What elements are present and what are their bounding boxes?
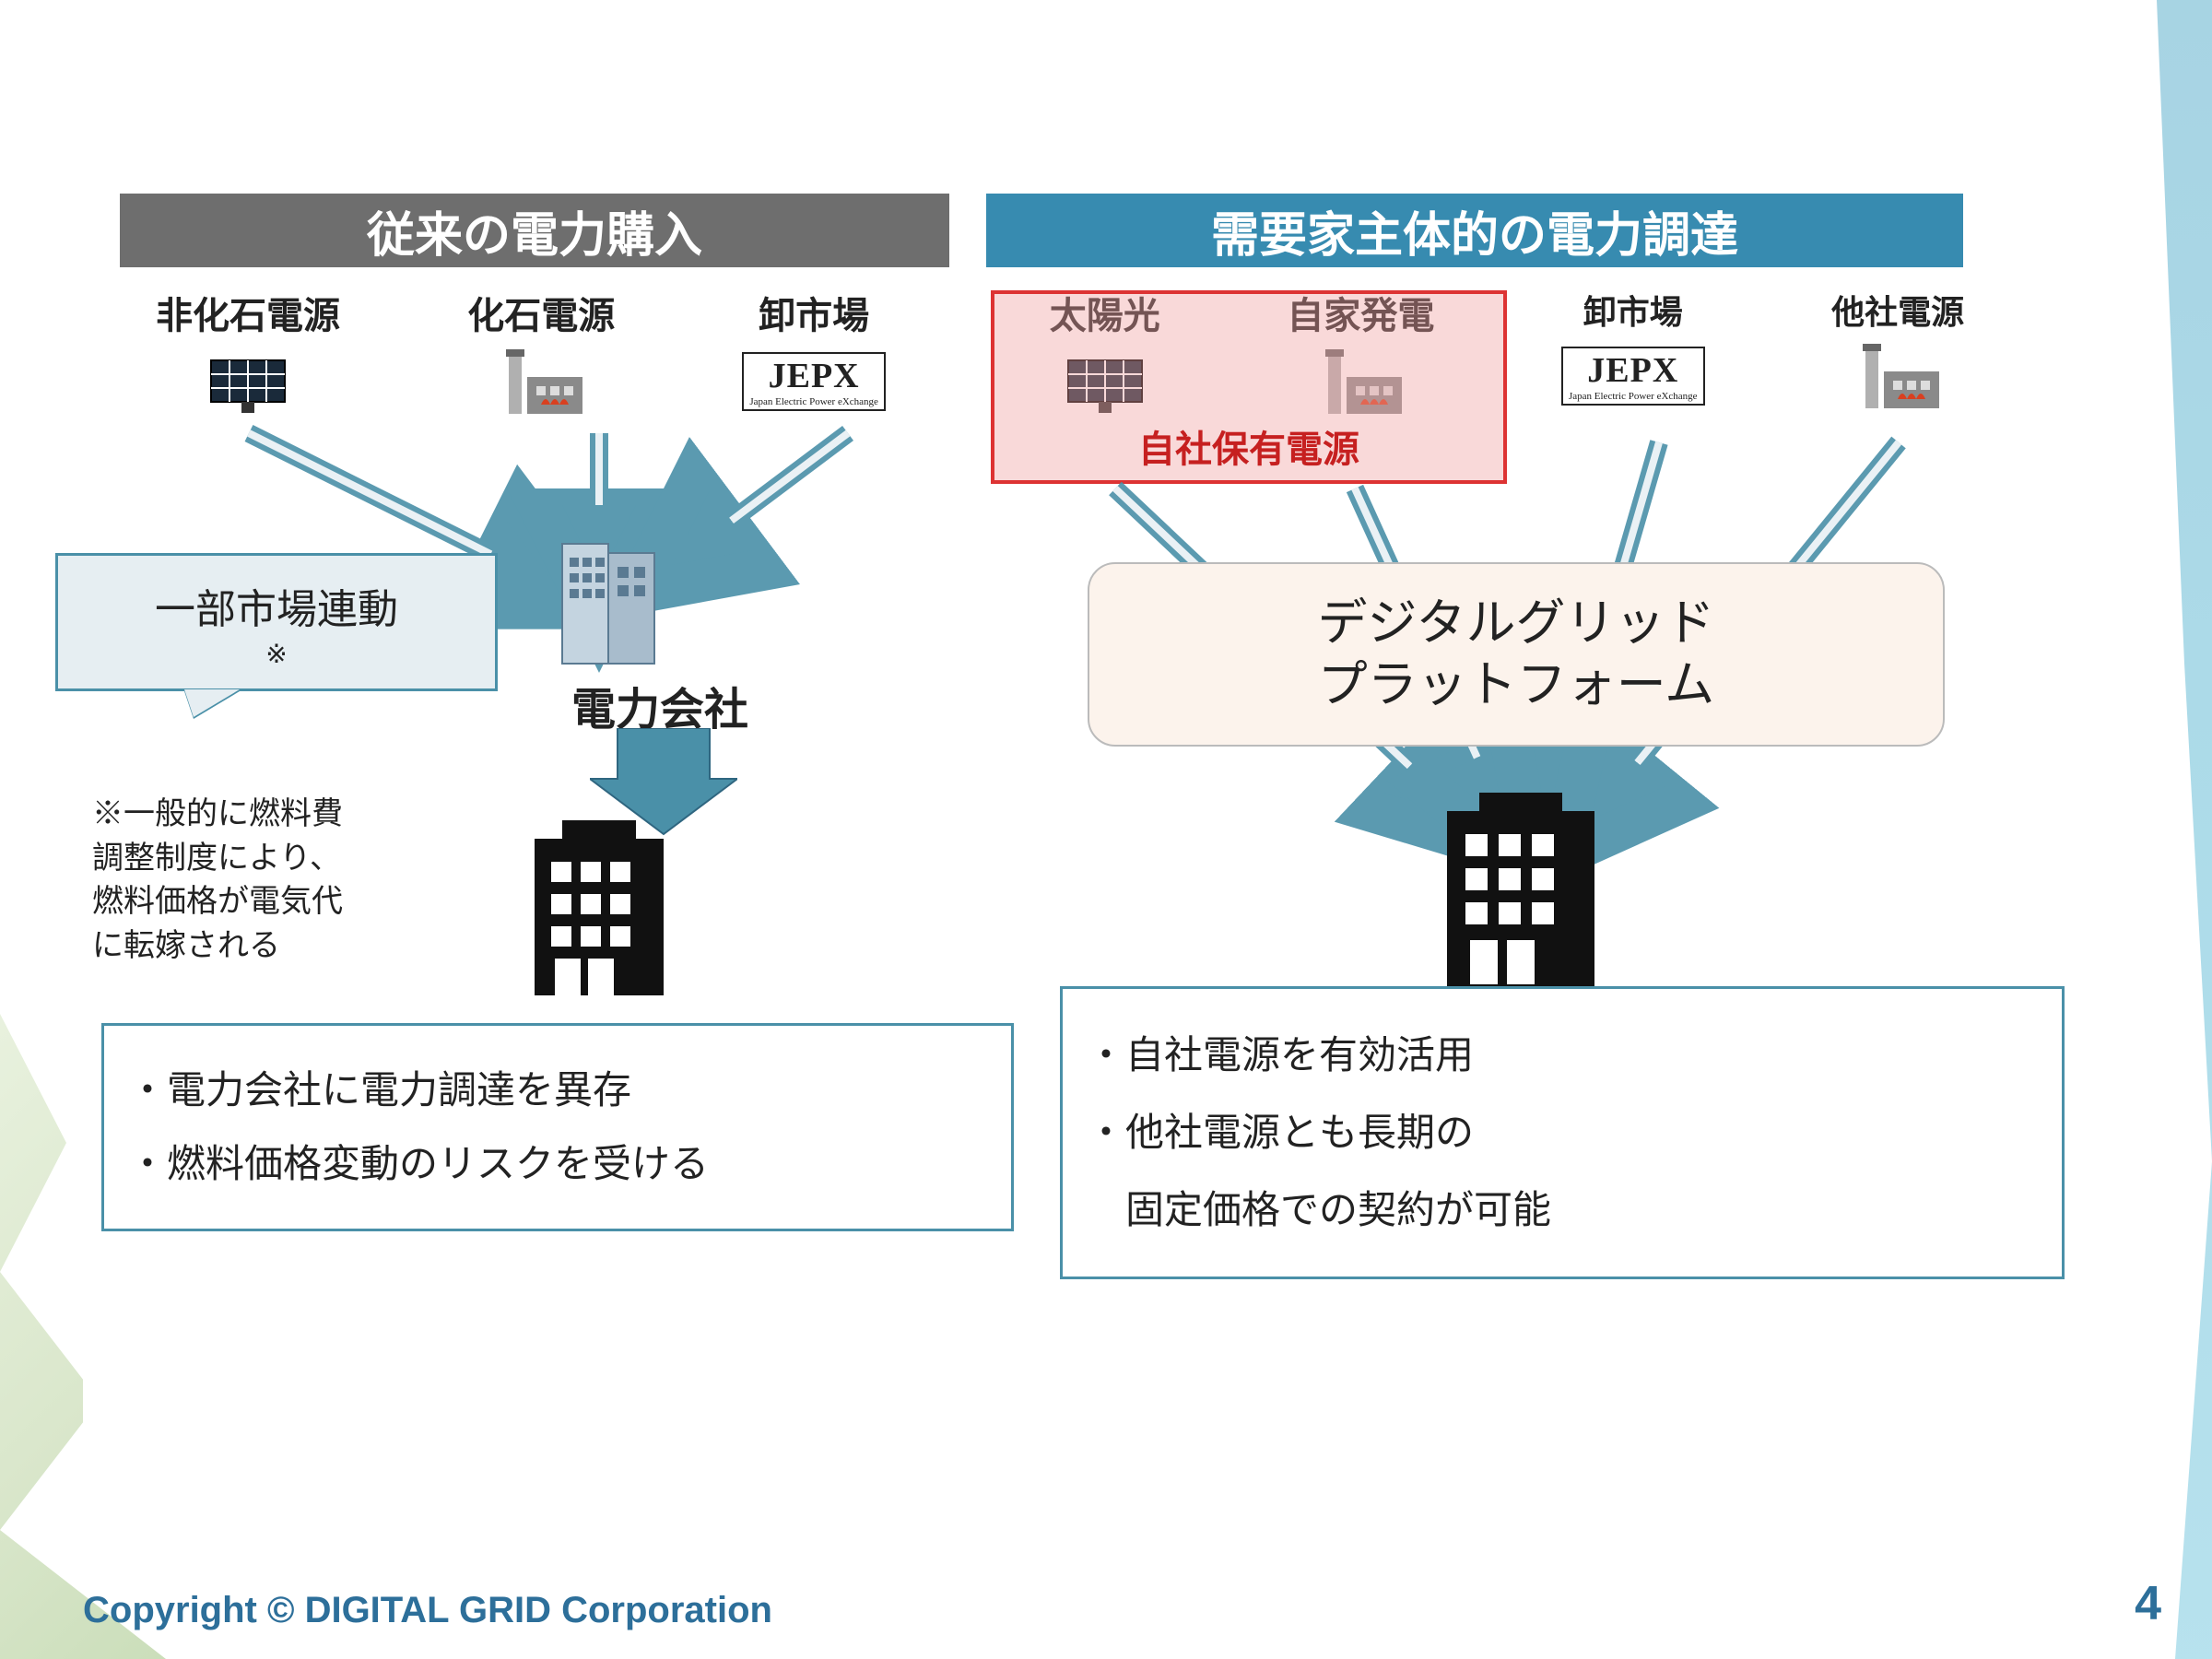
power-plant-icon — [1310, 345, 1411, 418]
left-sources-row: 非化石電源 化石電源 卸市場 JEPXJapan Electric Power … — [92, 286, 949, 442]
page-number: 4 — [2135, 1576, 2161, 1631]
source-label: 非化石電源 — [156, 286, 340, 339]
footnote-line: 燃料価格が電気代 — [92, 880, 461, 924]
footnote-line: に転嫁される — [92, 924, 461, 969]
platform-line: デジタルグリッド — [1318, 593, 1715, 655]
callout-text: 一部市場連動 — [155, 576, 398, 635]
bullet-line: 固定価格での契約が可能 — [1087, 1171, 2038, 1249]
bullet-line: ・燃料価格変動のリスクを受ける — [128, 1127, 987, 1201]
consumer-building-icon-right — [1419, 783, 1622, 1000]
source-solar: 太陽光 — [1050, 286, 1160, 418]
footnote: ※一般的に燃料費 調整制度により、 燃料価格が電気代 に転嫁される — [92, 793, 461, 968]
copyright-footer: Copyright © DIGITAL GRID Corporation — [83, 1590, 772, 1631]
footnote-line: ※一般的に燃料費 — [92, 793, 461, 837]
right-bullets-box: ・自社電源を有効活用 ・他社電源とも長期の 固定価格での契約が可能 — [1060, 986, 2065, 1279]
source-other: 他社電源 — [1831, 286, 1964, 413]
callout-tail — [184, 689, 240, 717]
power-plant-icon — [1847, 339, 1948, 413]
header-right: 需要家主体的の電力調達 — [986, 194, 1963, 267]
left-bullets-box: ・電力会社に電力調達を異存 ・燃料価格変動のリスクを受ける — [101, 1023, 1014, 1231]
source-jepx-right: 卸市場 JEPXJapan Electric Power eXchange — [1561, 286, 1705, 413]
right-sources-row: 太陽光 自家発電 卸市場 JEPXJapan Electric Power eX… — [986, 286, 2028, 442]
callout-market-linked: 一部市場連動 ※ — [55, 553, 498, 691]
bullet-line: ・自社電源を有効活用 — [1087, 1017, 2038, 1094]
source-label: 他社電源 — [1831, 286, 1964, 334]
source-label: 化石電源 — [467, 286, 615, 339]
jepx-icon: JEPXJapan Electric Power eXchange — [742, 345, 886, 418]
source-nonfossil: 非化石電源 — [156, 286, 340, 418]
jepx-icon: JEPXJapan Electric Power eXchange — [1561, 339, 1705, 413]
power-plant-icon — [490, 345, 592, 418]
utility-building-icon — [553, 535, 673, 677]
solar-panel-icon — [206, 345, 289, 418]
source-label: 自家発電 — [1287, 286, 1434, 339]
callout-sub: ※ — [265, 639, 287, 669]
source-label: 卸市場 — [1583, 286, 1683, 334]
bullet-line: ・他社電源とも長期の — [1087, 1094, 2038, 1171]
source-jepx-left: 卸市場 JEPXJapan Electric Power eXchange — [742, 286, 886, 418]
source-label: 卸市場 — [759, 286, 869, 339]
bullet-line: ・電力会社に電力調達を異存 — [128, 1053, 987, 1127]
footnote-line: 調整制度により、 — [92, 837, 461, 881]
source-selfgen: 自家発電 — [1287, 286, 1434, 418]
consumer-building-icon-left — [507, 811, 691, 1009]
source-fossil: 化石電源 — [467, 286, 615, 418]
platform-box: デジタルグリッド プラットフォーム — [1088, 562, 1945, 747]
header-left: 従来の電力購入 — [120, 194, 949, 267]
source-label: 太陽光 — [1050, 286, 1160, 339]
solar-panel-icon — [1064, 345, 1147, 418]
platform-line: プラットフォーム — [1318, 654, 1714, 717]
